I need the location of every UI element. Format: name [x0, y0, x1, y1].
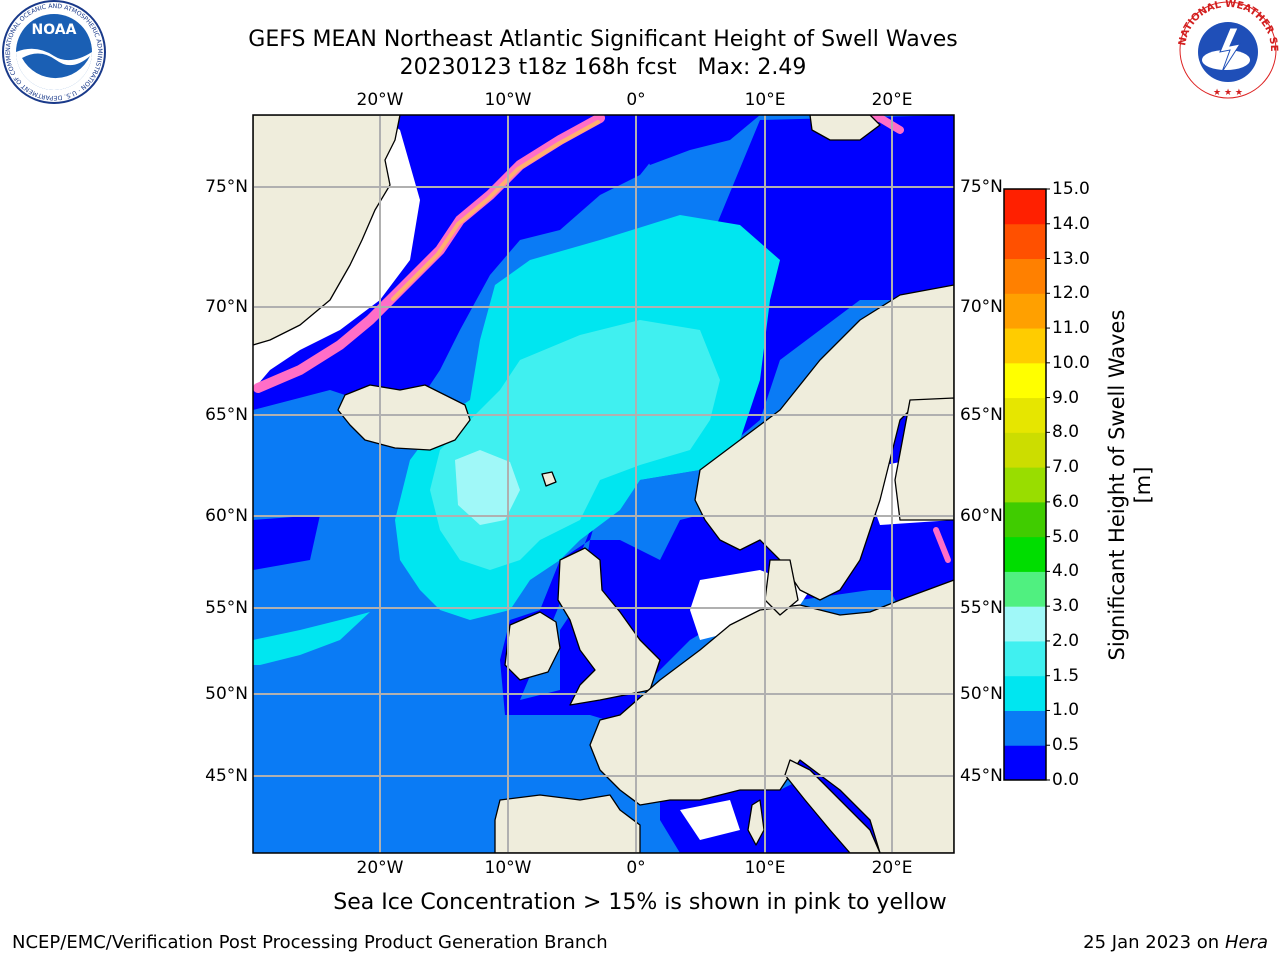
colorbar-segment — [1004, 432, 1046, 468]
lat-tick-right-65N: 65°N — [960, 405, 1003, 425]
land — [253, 115, 954, 853]
lat-tick-left-70N: 70°N — [205, 297, 248, 317]
run-date-text: 25 Jan 2023 on — [1083, 932, 1220, 953]
colorbar-tick-label: 11.0 — [1052, 318, 1090, 339]
colorbar-tick-label: 2.0 — [1052, 630, 1080, 651]
lat-tick-right-55N: 55°N — [960, 598, 1003, 618]
lat-tick-right-75N: 75°N — [960, 177, 1003, 197]
lat-tick-right-50N: 50°N — [960, 684, 1003, 704]
colorbar-segment — [1004, 710, 1046, 746]
colorbar-frame — [1003, 188, 1047, 781]
colorbar-tick-label: 0.5 — [1052, 735, 1080, 756]
colorbar-segment — [1004, 328, 1046, 364]
colorbar-segment — [1004, 536, 1046, 572]
colorbar-segment — [1004, 362, 1046, 399]
colorbar-tick-label: 6.0 — [1052, 491, 1080, 512]
lat-tick-left-60N: 60°N — [205, 506, 248, 526]
svg-text:★ ★ ★: ★ ★ ★ — [1213, 88, 1243, 98]
colorbar-tick-label: 0.0 — [1052, 770, 1080, 790]
noaa-logo: NATIONAL OCEANIC AND ATMOSPHERIC ADMINIS… — [0, 0, 106, 104]
sea-ice-caption: Sea Ice Concentration > 15% is shown in … — [333, 890, 947, 915]
lat-tick-left-65N: 65°N — [205, 405, 248, 425]
lon-tick-top-10W: 10°W — [484, 90, 532, 110]
colorbar-tick-label: 12.0 — [1052, 283, 1090, 304]
colorbar-tick-label: 3.0 — [1052, 596, 1080, 617]
colorbar-tick-label: 8.0 — [1052, 422, 1080, 443]
lat-tick-right-45N: 45°N — [960, 766, 1003, 786]
colorbar-tick-label: 15.0 — [1052, 179, 1090, 199]
swell-1-1.5m-west — [253, 612, 370, 665]
lon-tick-top-0: 0° — [626, 90, 646, 110]
lon-tick-bottom-10W: 10°W — [484, 858, 532, 878]
lat-tick-right-70N: 70°N — [960, 297, 1003, 317]
colorbar-segment — [1004, 223, 1046, 260]
colorbar-segment — [1004, 606, 1046, 642]
lon-tick-top-20W: 20°W — [356, 90, 404, 110]
map-frame — [252, 114, 955, 854]
run-date: 25 Jan 2023 on Hera — [1083, 932, 1268, 953]
colorbar-tick-label: 13.0 — [1052, 248, 1090, 269]
colorbar-segment — [1004, 501, 1046, 538]
colorbar — [1003, 188, 1050, 781]
colorbar-segment — [1004, 675, 1046, 711]
colorbar-segment — [1004, 258, 1046, 294]
colorbar-tick-label: 1.0 — [1052, 700, 1080, 721]
colorbar-segment — [1004, 397, 1046, 433]
colorbar-segment — [1004, 571, 1046, 607]
colorbar-tick-label: 5.0 — [1052, 526, 1080, 547]
colorbar-tick-label: 7.0 — [1052, 457, 1080, 478]
lat-tick-left-45N: 45°N — [205, 766, 248, 786]
colorbar-tick-label: 10.0 — [1052, 352, 1090, 373]
colorbar-tick-label: 4.0 — [1052, 561, 1080, 582]
colorbar-tick-label: 1.5 — [1052, 665, 1080, 686]
colorbar-tick-label: 9.0 — [1052, 387, 1080, 408]
lat-tick-left-75N: 75°N — [205, 177, 248, 197]
colorbar-tick-label: 14.0 — [1052, 213, 1090, 234]
lon-tick-top-20E: 20°E — [871, 90, 913, 110]
colorbar-segment — [1004, 640, 1046, 677]
lon-tick-top-10E: 10°E — [744, 90, 786, 110]
chart-subtitle: 20230123 t18z 168h fcst Max: 2.49 — [399, 55, 807, 80]
lon-tick-bottom-20W: 20°W — [356, 858, 404, 878]
colorbar-segment — [1004, 467, 1046, 503]
graticule — [253, 115, 954, 853]
chart-title: GEFS MEAN Northeast Atlantic Significant… — [248, 27, 958, 52]
run-host: Hera — [1224, 932, 1268, 953]
nws-logo: NATIONAL WEATHER SERVICE ★ ★ ★ — [1176, 0, 1279, 99]
lon-tick-bottom-20E: 20°E — [871, 858, 913, 878]
lon-tick-bottom-10E: 10°E — [744, 858, 786, 878]
lon-tick-bottom-0: 0° — [626, 858, 646, 878]
noaa-wordmark: NOAA — [32, 22, 77, 38]
producer-credit: NCEP/EMC/Verification Post Processing Pr… — [12, 932, 608, 953]
swell-2-3m — [455, 450, 520, 525]
colorbar-segment — [1004, 189, 1046, 225]
lat-tick-left-55N: 55°N — [205, 598, 248, 618]
lat-tick-right-60N: 60°N — [960, 506, 1003, 526]
lat-tick-left-50N: 50°N — [205, 684, 248, 704]
colorbar-segment — [1004, 745, 1046, 781]
swell-height-map — [252, 114, 955, 854]
colorbar-label: Significant Height of Swell Waves [m] — [1105, 309, 1155, 661]
colorbar-segment — [1004, 293, 1046, 329]
